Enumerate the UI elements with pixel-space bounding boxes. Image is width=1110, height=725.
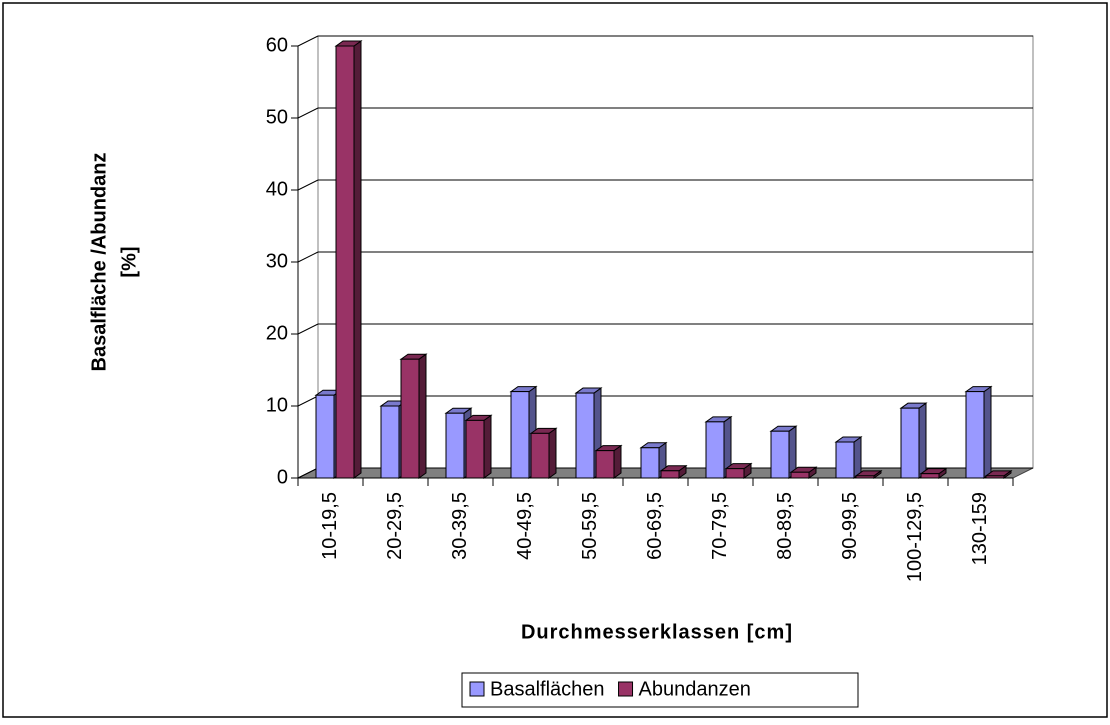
y-tick-label: 20 bbox=[266, 322, 288, 344]
bar bbox=[315, 394, 335, 479]
legend-label: Basalflächen bbox=[490, 678, 605, 700]
legend-swatch bbox=[469, 681, 485, 697]
bar-side bbox=[853, 436, 862, 479]
bar bbox=[855, 475, 875, 479]
legend-swatch bbox=[618, 681, 634, 697]
bar bbox=[965, 391, 985, 479]
x-tick-label: 100-129,5 bbox=[904, 492, 926, 582]
y-tick-label: 10 bbox=[266, 394, 288, 416]
x-tick-label: 130-159 bbox=[969, 492, 991, 565]
grid-line bbox=[297, 251, 319, 263]
bar bbox=[640, 447, 660, 479]
bar bbox=[725, 468, 745, 479]
bar-side bbox=[983, 385, 992, 479]
bar-side bbox=[918, 402, 927, 479]
grid-line bbox=[297, 395, 319, 407]
bar bbox=[705, 421, 725, 479]
y-tick-label: 40 bbox=[266, 178, 288, 200]
bar bbox=[530, 432, 550, 479]
grid-line bbox=[297, 323, 319, 335]
bar bbox=[380, 405, 400, 479]
bar bbox=[660, 470, 680, 479]
bar bbox=[900, 407, 920, 479]
legend bbox=[461, 672, 859, 708]
bar bbox=[445, 412, 465, 479]
bar bbox=[335, 45, 355, 479]
bar bbox=[770, 430, 790, 479]
bar-side bbox=[483, 414, 492, 479]
x-tick-label: 10-19,5 bbox=[319, 492, 341, 560]
y-tick-label: 60 bbox=[266, 34, 288, 56]
y-tick-label: 0 bbox=[277, 466, 288, 488]
y-tick-label: 50 bbox=[266, 106, 288, 128]
x-axis-label: Durchmesserklassen [cm] bbox=[521, 621, 793, 643]
bar-side bbox=[418, 353, 427, 479]
x-tick-label: 70-79,5 bbox=[709, 492, 731, 560]
x-tick-label: 90-99,5 bbox=[839, 492, 861, 560]
y-axis-label: Basalfläche /Abundanz bbox=[88, 153, 110, 372]
bar bbox=[835, 441, 855, 479]
x-tick-label: 30-39,5 bbox=[449, 492, 471, 560]
bar bbox=[595, 450, 615, 479]
bar-side bbox=[548, 427, 557, 479]
bar bbox=[510, 391, 530, 479]
y-tick-label: 30 bbox=[266, 250, 288, 272]
x-tick-label: 40-49,5 bbox=[514, 492, 536, 560]
y-axis-label: [%] bbox=[118, 246, 140, 277]
bar bbox=[465, 419, 485, 479]
x-tick-label: 20-29,5 bbox=[384, 492, 406, 560]
bar bbox=[575, 392, 595, 479]
bar-side bbox=[353, 40, 362, 479]
bar bbox=[985, 475, 1005, 479]
x-tick-label: 50-59,5 bbox=[579, 492, 601, 560]
grid-line bbox=[297, 35, 319, 47]
legend-label: Abundanzen bbox=[639, 678, 751, 700]
grid-line bbox=[297, 467, 319, 479]
x-tick-label: 80-89,5 bbox=[774, 492, 796, 560]
grid-line bbox=[297, 179, 319, 191]
bar bbox=[400, 358, 420, 479]
bar bbox=[920, 473, 940, 479]
x-tick-label: 60-69,5 bbox=[644, 492, 666, 560]
grid-line bbox=[297, 107, 319, 119]
bar bbox=[790, 471, 810, 479]
